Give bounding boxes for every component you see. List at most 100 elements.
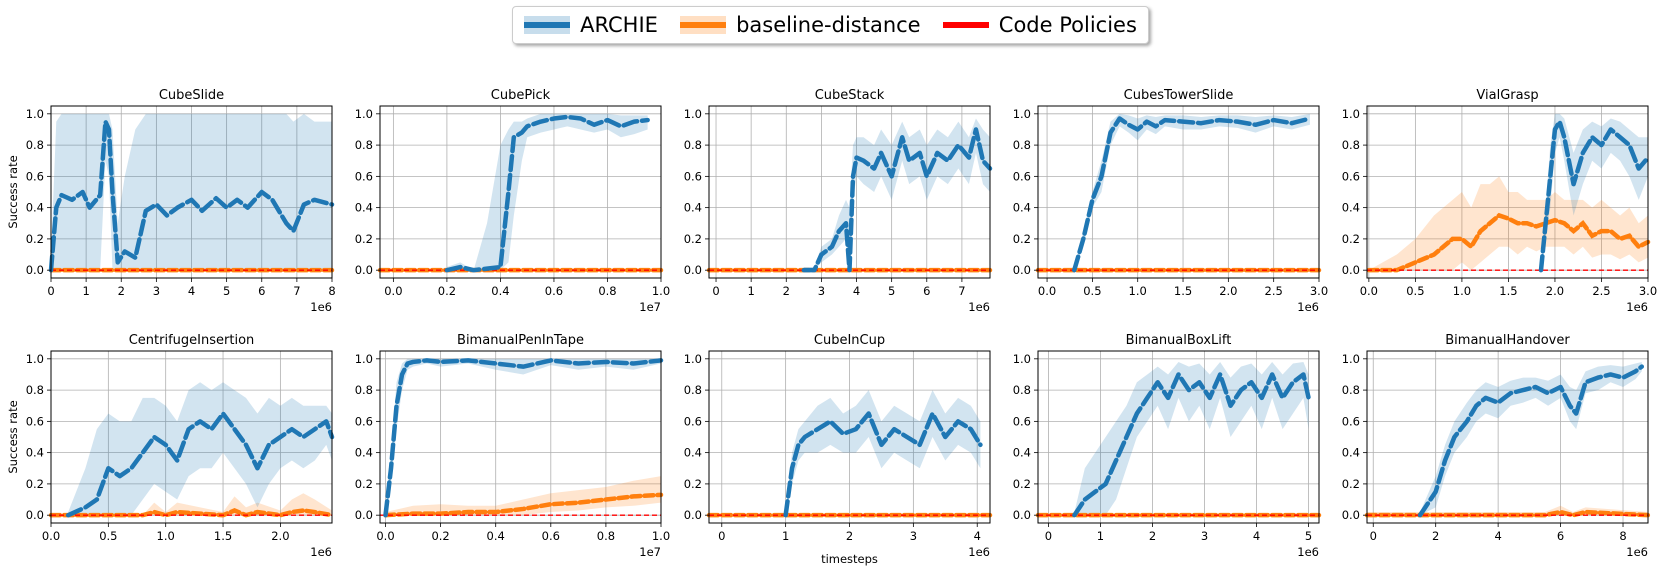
- x-tick-label: 0.0: [1038, 284, 1056, 298]
- baseline-line: [1366, 212, 1651, 273]
- axes-frame: [708, 105, 991, 279]
- axes-frame: [1366, 105, 1649, 279]
- y-tick-label: 0.6: [684, 169, 702, 183]
- legend-swatch-baseline: [680, 16, 727, 34]
- archie-line: [48, 119, 335, 273]
- axes-frame: [50, 350, 333, 524]
- x-tick-label: 1.0: [652, 529, 670, 543]
- x-tick-label: 5: [223, 284, 230, 298]
- y-tick-label: 0.4: [1342, 446, 1360, 460]
- x-tick-label: 8: [328, 284, 335, 298]
- y-tick-label: 0.8: [26, 383, 44, 397]
- y-tick-label: 0.4: [26, 201, 44, 215]
- x-tick-label: 2: [1432, 529, 1439, 543]
- x-tick-label: 0.0: [384, 284, 402, 298]
- x-exponent-label: 1e6: [968, 545, 990, 559]
- archie-line: [1072, 116, 1313, 273]
- y-tick-label: 1.0: [1342, 352, 1360, 366]
- y-tick-label: 0.0: [684, 263, 702, 277]
- x-exponent-label: 1e6: [310, 300, 332, 314]
- x-tick-label: 1.0: [1129, 284, 1147, 298]
- axes-frame: [1037, 350, 1320, 524]
- x-tick-label: 7: [293, 284, 300, 298]
- y-tick-label: 0.4: [355, 201, 373, 215]
- x-tick-label: 3: [1201, 529, 1208, 543]
- y-tick-label: 0.4: [1342, 201, 1360, 215]
- x-tick-label: 3.0: [1639, 284, 1657, 298]
- x-tick-label: 0.5: [1083, 284, 1101, 298]
- x-tick-label: 6: [258, 284, 265, 298]
- axes-frame: [379, 350, 662, 524]
- subplot-title: BimanualPenInTape: [457, 333, 584, 348]
- x-tick-label: 0.8: [598, 284, 616, 298]
- y-tick-label: 0.2: [1342, 477, 1360, 491]
- x-tick-label: 2: [1149, 529, 1156, 543]
- x-exponent-label: 1e7: [639, 300, 661, 314]
- y-tick-label: 0.8: [26, 138, 44, 152]
- y-tick-label: 0.4: [26, 446, 44, 460]
- x-tick-label: 4: [1253, 529, 1260, 543]
- x-tick-label: 2.5: [1265, 284, 1283, 298]
- x-tick-label: 4: [853, 284, 860, 298]
- legend-item-baseline-distance: baseline-distance: [680, 13, 921, 37]
- archie-band: [68, 382, 333, 516]
- x-tick-label: 4: [974, 529, 981, 543]
- archie-line: [1072, 372, 1311, 518]
- y-tick-label: 0.2: [684, 477, 702, 491]
- subplot-title: BimanualHandover: [1445, 333, 1570, 348]
- x-tick-label: 7: [958, 284, 965, 298]
- y-tick-label: 0.8: [684, 138, 702, 152]
- y-tick-label: 0.6: [26, 169, 44, 183]
- y-tick-label: 0.2: [26, 477, 44, 491]
- y-axis-label: Success rate: [6, 155, 20, 228]
- legend-label-code-policies: Code Policies: [998, 13, 1137, 37]
- archie-band: [785, 390, 981, 516]
- y-tick-label: 0.0: [26, 508, 44, 522]
- subplot-vialgrasp: 0.0 0.5 1.0 1.5 2.0 2.5 3.0 0.0 0.2 0.4 0.6 0.8 1.0 1…: [1342, 88, 1657, 314]
- y-tick-label: 0.4: [1013, 446, 1031, 460]
- y-tick-label: 0.2: [1342, 232, 1360, 246]
- baseline-line: [383, 492, 664, 518]
- y-tick-label: 0.6: [355, 414, 373, 428]
- y-tick-label: 0.0: [1013, 263, 1031, 277]
- subplot-bimanualboxlift: 0 1 2 3 4 5 0.0 0.2 0.4 0.6 0.8 1.0 1e6 BimanualBoxLi…: [1013, 333, 1322, 559]
- x-exponent-label: 1e6: [1626, 300, 1648, 314]
- y-tick-label: 0.6: [355, 169, 373, 183]
- y-tick-label: 0.8: [1013, 138, 1031, 152]
- y-tick-label: 0.8: [355, 383, 373, 397]
- y-tick-label: 0.2: [1013, 232, 1031, 246]
- subplot-title: CubesTowerSlide: [1124, 88, 1234, 103]
- subplot-cubepick: 0.0 0.2 0.4 0.6 0.8 1.0 0.0 0.2 0.4 0.6 0.8 1.0 1e7 C…: [355, 88, 670, 314]
- x-tick-label: 4: [1494, 529, 1501, 543]
- y-tick-label: 0.0: [1342, 263, 1360, 277]
- y-tick-label: 0.8: [355, 138, 373, 152]
- y-tick-label: 1.0: [1013, 107, 1031, 121]
- x-axis-label: timesteps: [821, 552, 878, 566]
- x-exponent-label: 1e6: [1297, 545, 1319, 559]
- x-tick-label: 2.5: [1592, 284, 1610, 298]
- y-tick-label: 0.2: [1013, 477, 1031, 491]
- archie-line: [783, 411, 983, 518]
- y-tick-label: 1.0: [355, 107, 373, 121]
- y-tick-label: 0.6: [1342, 169, 1360, 183]
- baseline-line: [48, 508, 335, 518]
- y-tick-label: 0.0: [684, 508, 702, 522]
- y-tick-label: 0.2: [355, 477, 373, 491]
- y-tick-label: 1.0: [684, 352, 702, 366]
- x-tick-label: 0.6: [542, 529, 560, 543]
- subplot-cubeincup: 0 1 2 3 4 0.0 0.2 0.4 0.6 0.8 1.0 1e6 CubeInCup times…: [684, 333, 993, 566]
- x-tick-label: 3.0: [1310, 284, 1328, 298]
- x-tick-label: 0.4: [487, 529, 505, 543]
- legend: ARCHIE baseline-distance Code Policies: [512, 6, 1149, 44]
- legend-swatch-code-policies: [942, 16, 989, 34]
- x-exponent-label: 1e6: [310, 545, 332, 559]
- subplot-title: CubeInCup: [814, 333, 885, 348]
- x-tick-label: 0.0: [42, 529, 60, 543]
- y-tick-label: 1.0: [26, 107, 44, 121]
- x-tick-label: 0: [47, 284, 54, 298]
- archie-band: [446, 113, 648, 271]
- y-tick-label: 1.0: [1013, 352, 1031, 366]
- x-tick-label: 4: [188, 284, 195, 298]
- subplot-cubeslide: 0 1 2 3 4 5 6 7 8 0.0 0.2 0.4 0.6 0.8 1.0 1e6 CubeSlide S…: [6, 88, 336, 314]
- x-tick-label: 0.5: [99, 529, 117, 543]
